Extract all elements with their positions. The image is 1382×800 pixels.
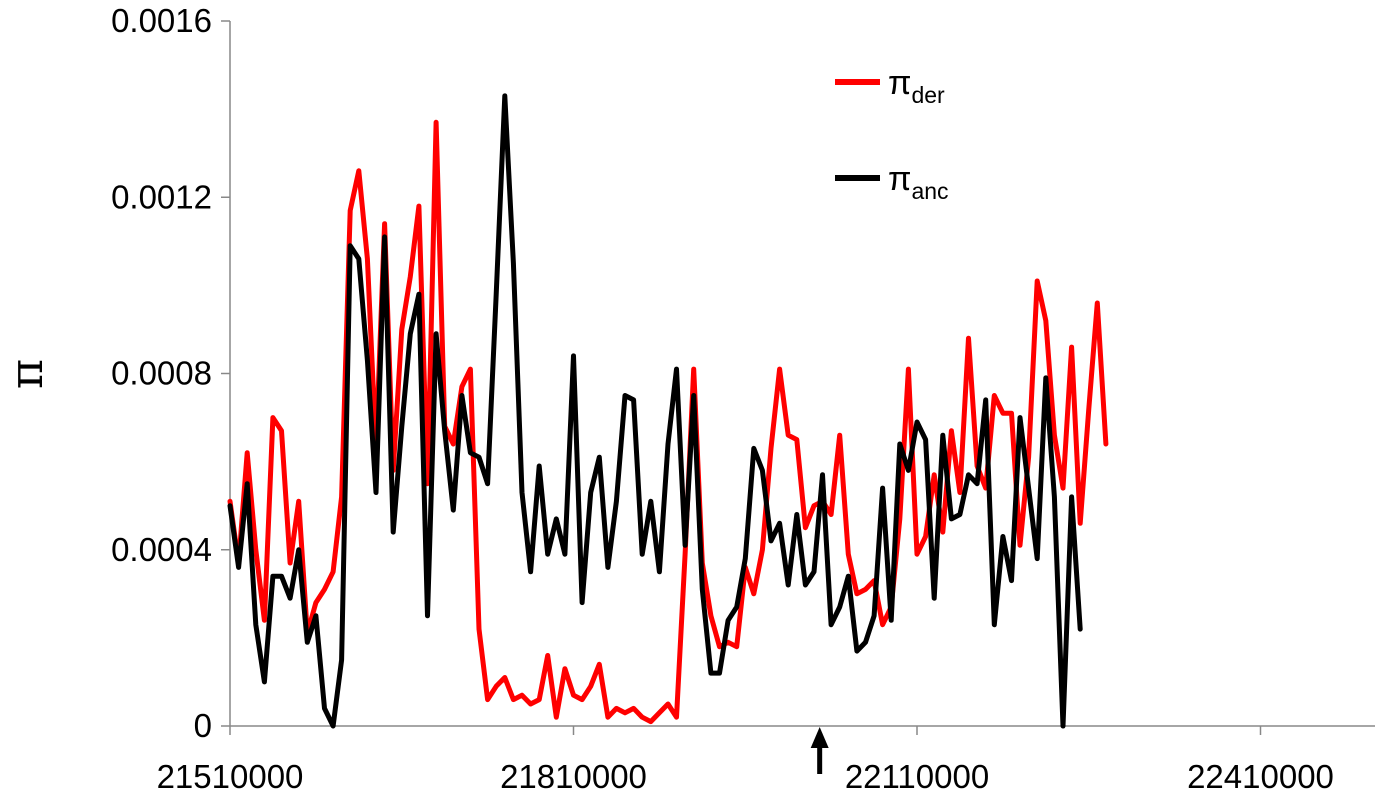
- legend-subscript: der: [911, 82, 945, 108]
- legend-subscript: anc: [911, 178, 948, 204]
- x-tick-label: 21510000: [157, 758, 304, 795]
- series-layer: [227, 93, 1109, 729]
- annotation-arrow: [810, 727, 829, 774]
- series-line-der: [227, 119, 1109, 725]
- legend-label-anc: πanc: [888, 160, 949, 204]
- x-ticks: 21510000 21810000 22110000 22410000: [157, 726, 1334, 795]
- y-tick-label: 0.0008: [111, 355, 212, 392]
- arrow-head: [810, 727, 829, 748]
- x-tick-label: 22410000: [1187, 758, 1334, 795]
- y-tick-label: 0: [194, 707, 212, 744]
- x-tick-label: 22110000: [845, 758, 989, 795]
- series-line-anc: [227, 93, 1083, 729]
- legend-label-der: πder: [888, 64, 945, 108]
- y-tick-label: 0.0016: [111, 2, 212, 39]
- y-tick-label: 0.0012: [111, 178, 212, 215]
- y-axis-title: π: [0, 359, 53, 389]
- axes: [229, 21, 1375, 727]
- x-tick-label: 21810000: [500, 758, 647, 795]
- legend-symbol: π: [888, 160, 911, 198]
- y-ticks: 0 0.0004 0.0008 0.0012 0.0016: [111, 2, 230, 744]
- legend-symbol: π: [888, 64, 911, 102]
- y-tick-label: 0.0004: [111, 531, 212, 568]
